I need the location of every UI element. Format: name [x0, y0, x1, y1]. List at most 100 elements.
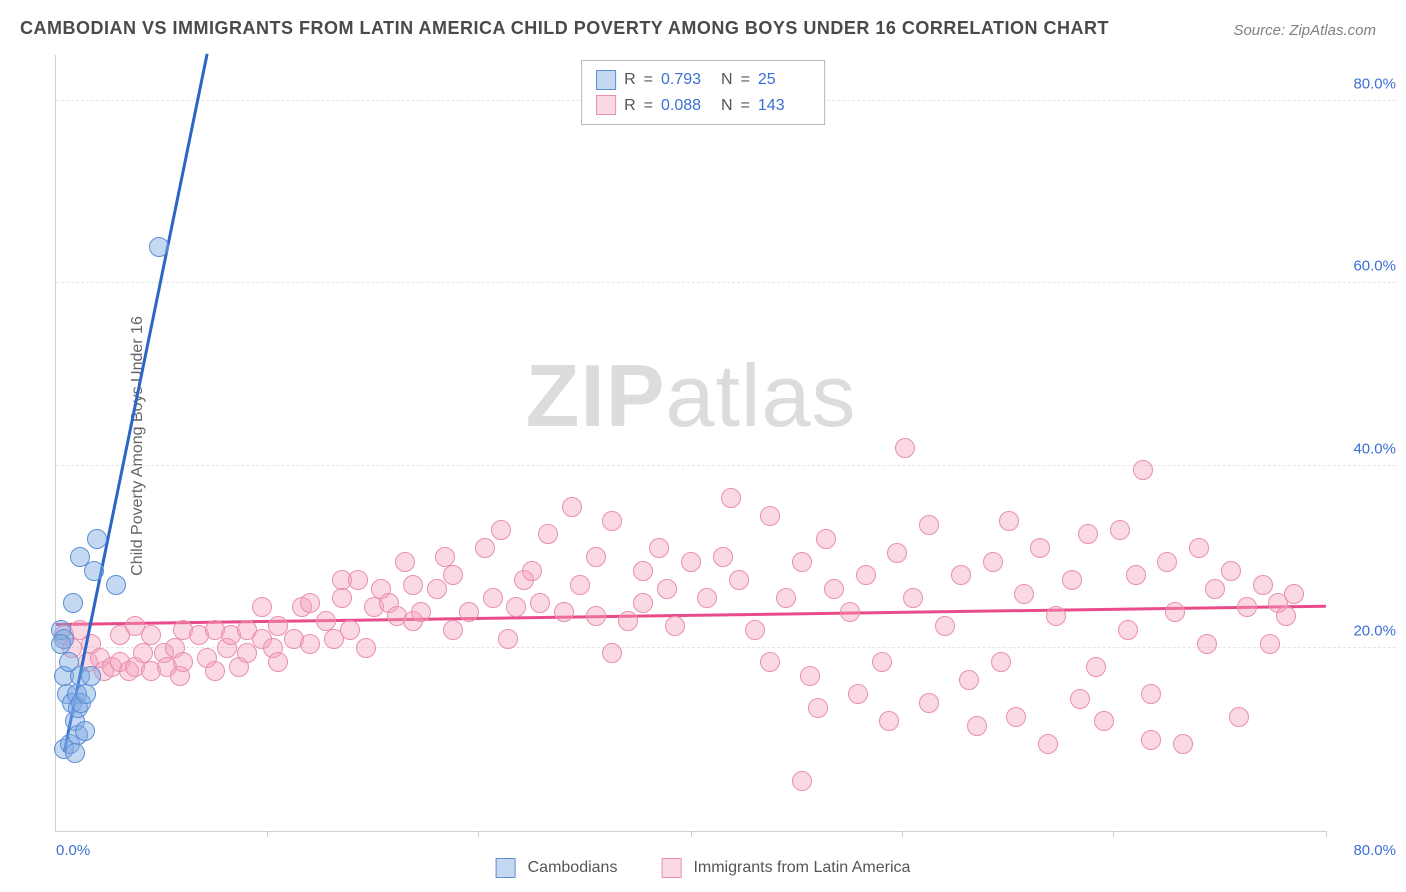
swatch-latin-bottom [661, 858, 681, 878]
data-point [491, 520, 511, 540]
data-point [1133, 460, 1153, 480]
data-point [745, 620, 765, 640]
data-point [657, 579, 677, 599]
data-point [106, 575, 126, 595]
data-point [1141, 730, 1161, 750]
data-point [443, 620, 463, 640]
data-point [1070, 689, 1090, 709]
data-point [1118, 620, 1138, 640]
data-point [411, 602, 431, 622]
legend-row-latin: R = 0.088 N = 143 [596, 93, 810, 119]
series-label-cambodians: Cambodians [528, 859, 618, 877]
data-point [84, 561, 104, 581]
data-point [959, 670, 979, 690]
data-point [483, 588, 503, 608]
data-point [808, 698, 828, 718]
legend-row-cambodians: R = 0.793 N = 25 [596, 67, 810, 93]
correlation-legend: R = 0.793 N = 25 R = 0.088 N = 143 [581, 60, 825, 125]
data-point [967, 716, 987, 736]
data-point [562, 497, 582, 517]
data-point [887, 543, 907, 563]
x-tick-label-max: 80.0% [1353, 842, 1396, 859]
x-tick-mark [267, 831, 268, 837]
data-point [665, 616, 685, 636]
data-point [1253, 575, 1273, 595]
watermark: ZIPatlas [526, 345, 857, 447]
data-point [340, 620, 360, 640]
data-point [602, 511, 622, 531]
source-attribution: Source: ZipAtlas.com [1233, 22, 1376, 39]
gridline-h [56, 282, 1396, 283]
x-tick-mark [1113, 831, 1114, 837]
data-point [498, 629, 518, 649]
data-point [1189, 538, 1209, 558]
data-point [1046, 606, 1066, 626]
data-point [395, 552, 415, 572]
data-point [1165, 602, 1185, 622]
data-point [633, 561, 653, 581]
data-point [1157, 552, 1177, 572]
data-point [792, 552, 812, 572]
x-tick-mark [1326, 831, 1327, 837]
data-point [1086, 657, 1106, 677]
data-point [903, 588, 923, 608]
data-point [459, 602, 479, 622]
data-point [252, 597, 272, 617]
data-point [1197, 634, 1217, 654]
data-point [268, 652, 288, 672]
data-point [1014, 584, 1034, 604]
x-tick-label-min: 0.0% [56, 842, 90, 859]
data-point [300, 593, 320, 613]
swatch-cambodians [596, 70, 616, 90]
data-point [1126, 565, 1146, 585]
data-point [443, 565, 463, 585]
data-point [1006, 707, 1026, 727]
data-point [776, 588, 796, 608]
scatter-chart: ZIPatlas 20.0%40.0%60.0%80.0%0.0%80.0% [55, 55, 1326, 832]
data-point [332, 588, 352, 608]
data-point [554, 602, 574, 622]
data-point [618, 611, 638, 631]
y-tick-label: 40.0% [1353, 440, 1396, 457]
data-point [173, 652, 193, 672]
data-point [237, 643, 257, 663]
data-point [1078, 524, 1098, 544]
y-tick-label: 60.0% [1353, 258, 1396, 275]
data-point [681, 552, 701, 572]
data-point [760, 652, 780, 672]
data-point [1229, 707, 1249, 727]
data-point [816, 529, 836, 549]
data-point [1038, 734, 1058, 754]
data-point [721, 488, 741, 508]
data-point [919, 693, 939, 713]
data-point [76, 684, 96, 704]
data-point [848, 684, 868, 704]
data-point [1205, 579, 1225, 599]
data-point [348, 570, 368, 590]
data-point [935, 616, 955, 636]
data-point [602, 643, 622, 663]
data-point [530, 593, 550, 613]
data-point [51, 634, 71, 654]
data-point [1062, 570, 1082, 590]
series-legend: Cambodians Immigrants from Latin America [496, 858, 911, 878]
data-point [991, 652, 1011, 672]
data-point [87, 529, 107, 549]
data-point [895, 438, 915, 458]
data-point [951, 565, 971, 585]
data-point [570, 575, 590, 595]
data-point [856, 565, 876, 585]
data-point [81, 666, 101, 686]
data-point [760, 506, 780, 526]
x-tick-mark [902, 831, 903, 837]
data-point [649, 538, 669, 558]
y-tick-label: 20.0% [1353, 623, 1396, 640]
data-point [1237, 597, 1257, 617]
data-point [1260, 634, 1280, 654]
data-point [475, 538, 495, 558]
data-point [586, 606, 606, 626]
x-tick-mark [691, 831, 692, 837]
data-point [75, 721, 95, 741]
data-point [356, 638, 376, 658]
data-point [1030, 538, 1050, 558]
